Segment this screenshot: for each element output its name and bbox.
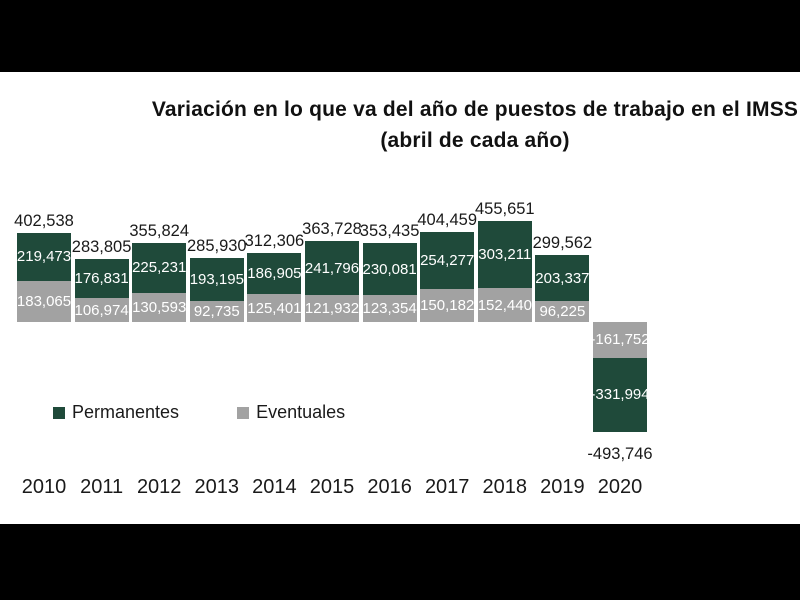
eventuales-swatch-icon (237, 406, 250, 419)
chart-title: Variación en lo que va del año de puesto… (151, 98, 799, 121)
x-axis-label-2016: 2016 (367, 476, 412, 498)
bar-total-label-2015: 363,728 (302, 220, 362, 239)
bar-segment-eventuales-value-label: 150,182 (420, 296, 475, 314)
bar-segment-permanentes: 203,337 (535, 255, 590, 301)
x-axis-label-2019: 2019 (540, 476, 585, 498)
permanentes-swatch-icon (53, 406, 65, 419)
bar-segment-eventuales-value-label: 106,974 (74, 301, 129, 319)
legend-label-permanentes: Permanentes (72, 402, 180, 422)
bar-segment-eventuales-value-label: 152,440 (477, 296, 532, 314)
bar-segment-eventuales-value-label: 92,735 (193, 303, 240, 321)
x-axis-label-2012: 2012 (136, 476, 182, 498)
bar-segment-permanentes: -331,994 (590, 357, 650, 432)
bar-segment-permanentes-value-label: 203,337 (535, 269, 590, 287)
bar-segment-eventuales-value-label: 125,401 (247, 299, 302, 317)
x-axis-label-2013: 2013 (194, 476, 240, 498)
bar-segment-permanentes: 254,277 (420, 232, 474, 289)
bar-total-label-2010: 402,538 (14, 211, 74, 230)
bar-segment-eventuales-value-label: 96,225 (539, 302, 586, 320)
legend-item-permanentes: Permanentes (53, 402, 179, 423)
bar-segment-permanentes-value-label: 241,796 (304, 259, 360, 277)
bar-segment-eventuales: 92,735 (189, 301, 244, 322)
bar-segment-eventuales: 150,182 (420, 288, 475, 322)
x-axis-label-2017: 2017 (424, 476, 470, 498)
bar-segment-eventuales: 106,974 (74, 298, 129, 322)
bar-segment-permanentes: 193,195 (189, 258, 244, 302)
chart-title-block: Variación en lo que va del año de puesto… (140, 94, 800, 156)
bar-segment-permanentes-value-label: 254,277 (420, 251, 475, 269)
bar-segment-permanentes-value-label: 219,473 (16, 248, 72, 266)
chart-canvas: Variación en lo que va del año de puesto… (0, 72, 800, 524)
bar-total-label-2012: 355,824 (129, 221, 190, 240)
x-axis-label-2020: 2020 (597, 476, 643, 498)
bar-total-label-2014: 312,306 (244, 231, 305, 250)
bar-segment-eventuales: 130,593 (132, 292, 187, 322)
legend-item-eventuales: Eventuales (237, 402, 345, 423)
legend: Permanentes Eventuales (53, 402, 345, 423)
letterbox-top (0, 0, 800, 72)
bar-segment-eventuales-value-label: 121,932 (304, 299, 360, 317)
bar-segment-permanentes-value-label: 225,231 (132, 259, 187, 277)
bar-segment-eventuales-value-label: 123,354 (362, 299, 417, 317)
bar-total-label-2017: 404,459 (417, 211, 478, 230)
x-axis-label-2015: 2015 (309, 476, 355, 498)
bar-total-label-2020: -493,746 (587, 444, 653, 463)
legend-label-eventuales: Eventuales (256, 402, 346, 422)
bar-segment-eventuales: 121,932 (304, 294, 360, 322)
x-axis-label-2011: 2011 (80, 476, 124, 498)
bar-total-label-2019: 299,562 (532, 234, 593, 253)
bar-segment-permanentes: 241,796 (305, 241, 359, 295)
x-axis-label-2014: 2014 (252, 476, 297, 498)
bar-segment-eventuales: 152,440 (478, 288, 532, 322)
bar-segment-permanentes: 230,081 (362, 243, 417, 295)
bar-segment-eventuales-value-label: -161,752 (590, 331, 650, 349)
bar-segment-eventuales-value-label: 183,065 (16, 293, 72, 311)
bar-segment-eventuales: 125,401 (247, 294, 302, 322)
x-axis-label-2018: 2018 (482, 476, 528, 498)
bar-segment-permanentes-value-label: 303,211 (478, 245, 532, 263)
bar-total-label-2013: 285,930 (186, 237, 247, 256)
bar-segment-permanentes-value-label: 176,831 (74, 270, 129, 288)
bar-segment-permanentes-value-label: 230,081 (362, 260, 417, 278)
bar-segment-eventuales: 183,065 (17, 281, 71, 322)
bar-segment-permanentes: 303,211 (477, 220, 532, 289)
bar-segment-permanentes-value-label: 186,905 (247, 264, 302, 282)
bar-segment-permanentes-value-label: -331,994 (590, 386, 650, 404)
chart-subtitle: (abril de cada año) (380, 129, 570, 152)
bar-segment-permanentes: 219,473 (16, 232, 72, 282)
x-axis-label-2010: 2010 (21, 476, 67, 498)
bar-segment-eventuales: 96,225 (535, 300, 590, 322)
letterbox-bottom (0, 524, 800, 600)
bar-segment-permanentes: 176,831 (74, 258, 129, 299)
bar-segment-eventuales-value-label: 130,593 (132, 298, 187, 316)
bar-segment-eventuales: 123,354 (362, 294, 417, 322)
bar-segment-permanentes: 225,231 (132, 242, 187, 293)
bar-total-label-2018: 455,651 (474, 199, 535, 218)
bar-segment-permanentes: 186,905 (247, 252, 302, 295)
bar-total-label-2016: 353,435 (359, 222, 420, 241)
bar-total-label-2011: 283,805 (71, 237, 132, 256)
bar-segment-permanentes-value-label: 193,195 (189, 271, 244, 289)
bar-segment-eventuales: -161,752 (590, 322, 650, 358)
